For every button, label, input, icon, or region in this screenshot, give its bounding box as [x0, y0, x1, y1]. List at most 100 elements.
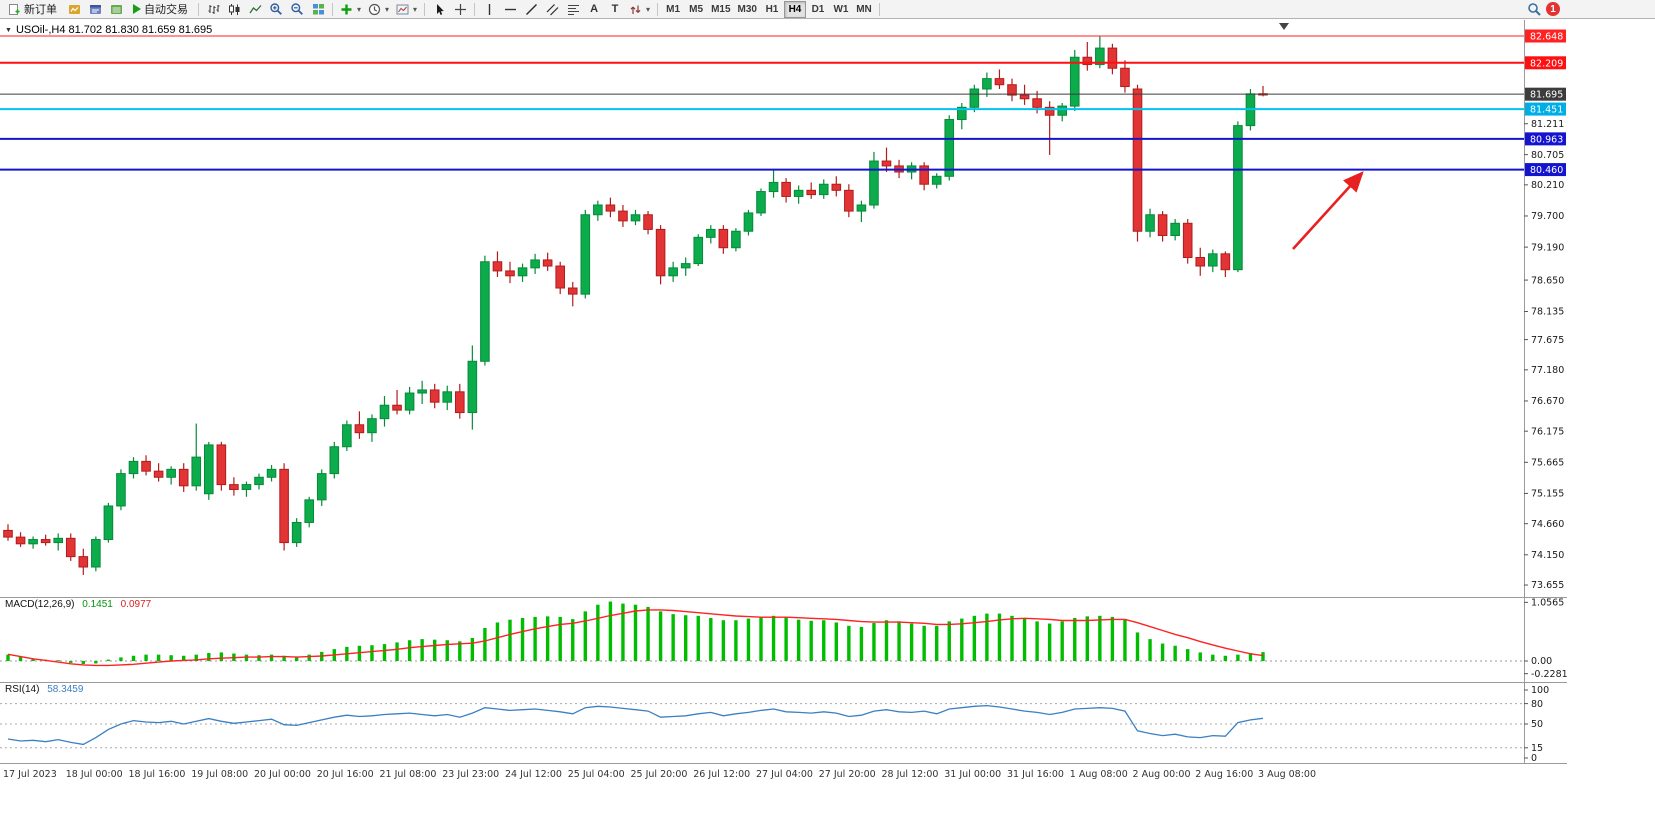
- text-label-icon: T: [611, 3, 619, 15]
- price-axis[interactable]: 81.211 80.705 80.210 79.700 79.190 78.650 78.1…: [1524, 29, 1566, 592]
- zoom-out-button[interactable]: [287, 1, 307, 18]
- time-label: 2 Aug 00:00: [1133, 769, 1191, 780]
- candle: [429, 389, 440, 403]
- macd-name: MACD(12,26,9): [5, 599, 75, 610]
- candle: [1019, 94, 1030, 100]
- candlestick-series: [3, 36, 1268, 575]
- price-tick-label: 78.135: [1531, 307, 1564, 318]
- time-label: 25 Jul 20:00: [631, 769, 688, 780]
- timeframe-d1-button[interactable]: D1: [811, 3, 825, 15]
- timeframe-w1-button[interactable]: W1: [833, 3, 849, 15]
- time-label: 3 Aug 08:00: [1258, 769, 1316, 780]
- notification-badge[interactable]: 1: [1546, 2, 1560, 16]
- candle: [919, 165, 929, 185]
- time-label: 26 Jul 12:00: [693, 769, 750, 780]
- navigator-button[interactable]: [85, 1, 105, 18]
- arrows-tool-button[interactable]: [626, 1, 653, 18]
- price-badge-label: 81.695: [1530, 90, 1563, 101]
- macd-indicator-label: MACD(12,26,9) 0.1451 0.0977: [5, 599, 151, 610]
- fibonacci-tool-button[interactable]: [563, 1, 583, 18]
- price-tick-label: 73.655: [1531, 580, 1564, 591]
- candle: [957, 106, 967, 121]
- price-badge-label: 81.451: [1530, 105, 1563, 116]
- candle: [304, 499, 314, 523]
- price-badge: [1525, 87, 1566, 101]
- candle: [1120, 67, 1130, 88]
- candle: [618, 210, 628, 222]
- candle: [15, 536, 26, 545]
- candle: [91, 539, 101, 568]
- market-watch-button[interactable]: [64, 1, 84, 18]
- timeframe-m30-button[interactable]: M30: [737, 3, 757, 15]
- candle: [1145, 214, 1155, 232]
- rsi-scale-label: 15: [1531, 743, 1543, 754]
- cursor-tool-button[interactable]: [429, 1, 449, 18]
- timeframe-m15-button[interactable]: M15: [711, 3, 731, 15]
- candle: [78, 556, 89, 568]
- chart-candles-button[interactable]: [224, 1, 244, 18]
- templates-button[interactable]: [393, 1, 420, 18]
- cursor-icon: [436, 3, 444, 15]
- time-label: 25 Jul 04:00: [568, 769, 625, 780]
- terminal-button[interactable]: [106, 1, 126, 18]
- text-label-tool-button[interactable]: T: [605, 1, 625, 18]
- chart-bars-button[interactable]: [203, 1, 223, 18]
- time-axis[interactable]: 17 Jul 2023 18 Jul 00:00 18 Jul 16:00 19 Ju…: [3, 769, 1316, 780]
- candle: [329, 446, 340, 475]
- candle: [944, 119, 955, 177]
- auto-trading-label: 自动交易: [144, 4, 188, 16]
- candle: [969, 88, 980, 108]
- timeframe-h4-button[interactable]: H4: [783, 0, 806, 18]
- vertical-line-tool-button[interactable]: [479, 1, 499, 18]
- price-badge: [1525, 56, 1566, 70]
- candle: [166, 468, 176, 478]
- chart-shift-marker[interactable]: [1279, 23, 1289, 30]
- candle: [1157, 214, 1168, 237]
- channel-tool-button[interactable]: [542, 1, 562, 18]
- horizontal-line-icon: [504, 8, 516, 10]
- timeframe-m1-button[interactable]: M1: [666, 3, 681, 15]
- time-label: 28 Jul 12:00: [882, 769, 939, 780]
- candle: [480, 261, 490, 362]
- search-button[interactable]: [1524, 1, 1545, 18]
- candle: [1132, 88, 1143, 232]
- price-tick-label: 80.705: [1531, 150, 1564, 161]
- candle: [593, 204, 603, 216]
- price-tick-label: 76.670: [1531, 396, 1564, 407]
- candle: [354, 424, 365, 434]
- trend-arrow-annotation[interactable]: [1292, 171, 1364, 250]
- price-badge: [1525, 29, 1566, 43]
- price-tick-label: 81.211: [1531, 119, 1564, 130]
- trendline-tool-button[interactable]: [521, 1, 541, 18]
- rsi-scale-label: 100: [1531, 685, 1549, 696]
- crosshair-tool-button[interactable]: [450, 1, 470, 18]
- tile-windows-button[interactable]: [308, 1, 328, 18]
- new-order-button[interactable]: 新订单: [2, 1, 63, 18]
- timeframe-mn-button[interactable]: MN: [856, 3, 872, 15]
- chart-collapse-icon[interactable]: ▼: [5, 26, 12, 34]
- candle: [379, 404, 390, 420]
- candle: [467, 360, 478, 414]
- candle: [718, 228, 729, 249]
- auto-trading-button[interactable]: 自动交易: [127, 1, 194, 18]
- notification-count: 1: [1550, 3, 1556, 15]
- candle: [153, 470, 164, 478]
- candle: [517, 267, 528, 277]
- candle: [1195, 256, 1206, 267]
- price-tick-label: 74.150: [1531, 550, 1564, 561]
- candle: [1057, 105, 1068, 116]
- periods-button[interactable]: [365, 1, 392, 18]
- text-tool-button[interactable]: A: [584, 1, 604, 18]
- candle: [1107, 47, 1118, 69]
- horizontal-line-tool-button[interactable]: [500, 1, 520, 18]
- timeframe-m5-button[interactable]: M5: [689, 3, 704, 15]
- price-badge-label: 82.209: [1530, 58, 1563, 69]
- chart-line-button[interactable]: [245, 1, 265, 18]
- zoom-in-button[interactable]: [266, 1, 286, 18]
- navigator-icon: [89, 4, 101, 14]
- timeframe-h1-button[interactable]: H1: [765, 3, 779, 15]
- time-label: 20 Jul 16:00: [317, 769, 374, 780]
- indicators-button[interactable]: [337, 1, 364, 18]
- zoom-out-icon: [291, 3, 303, 15]
- candle: [291, 521, 302, 544]
